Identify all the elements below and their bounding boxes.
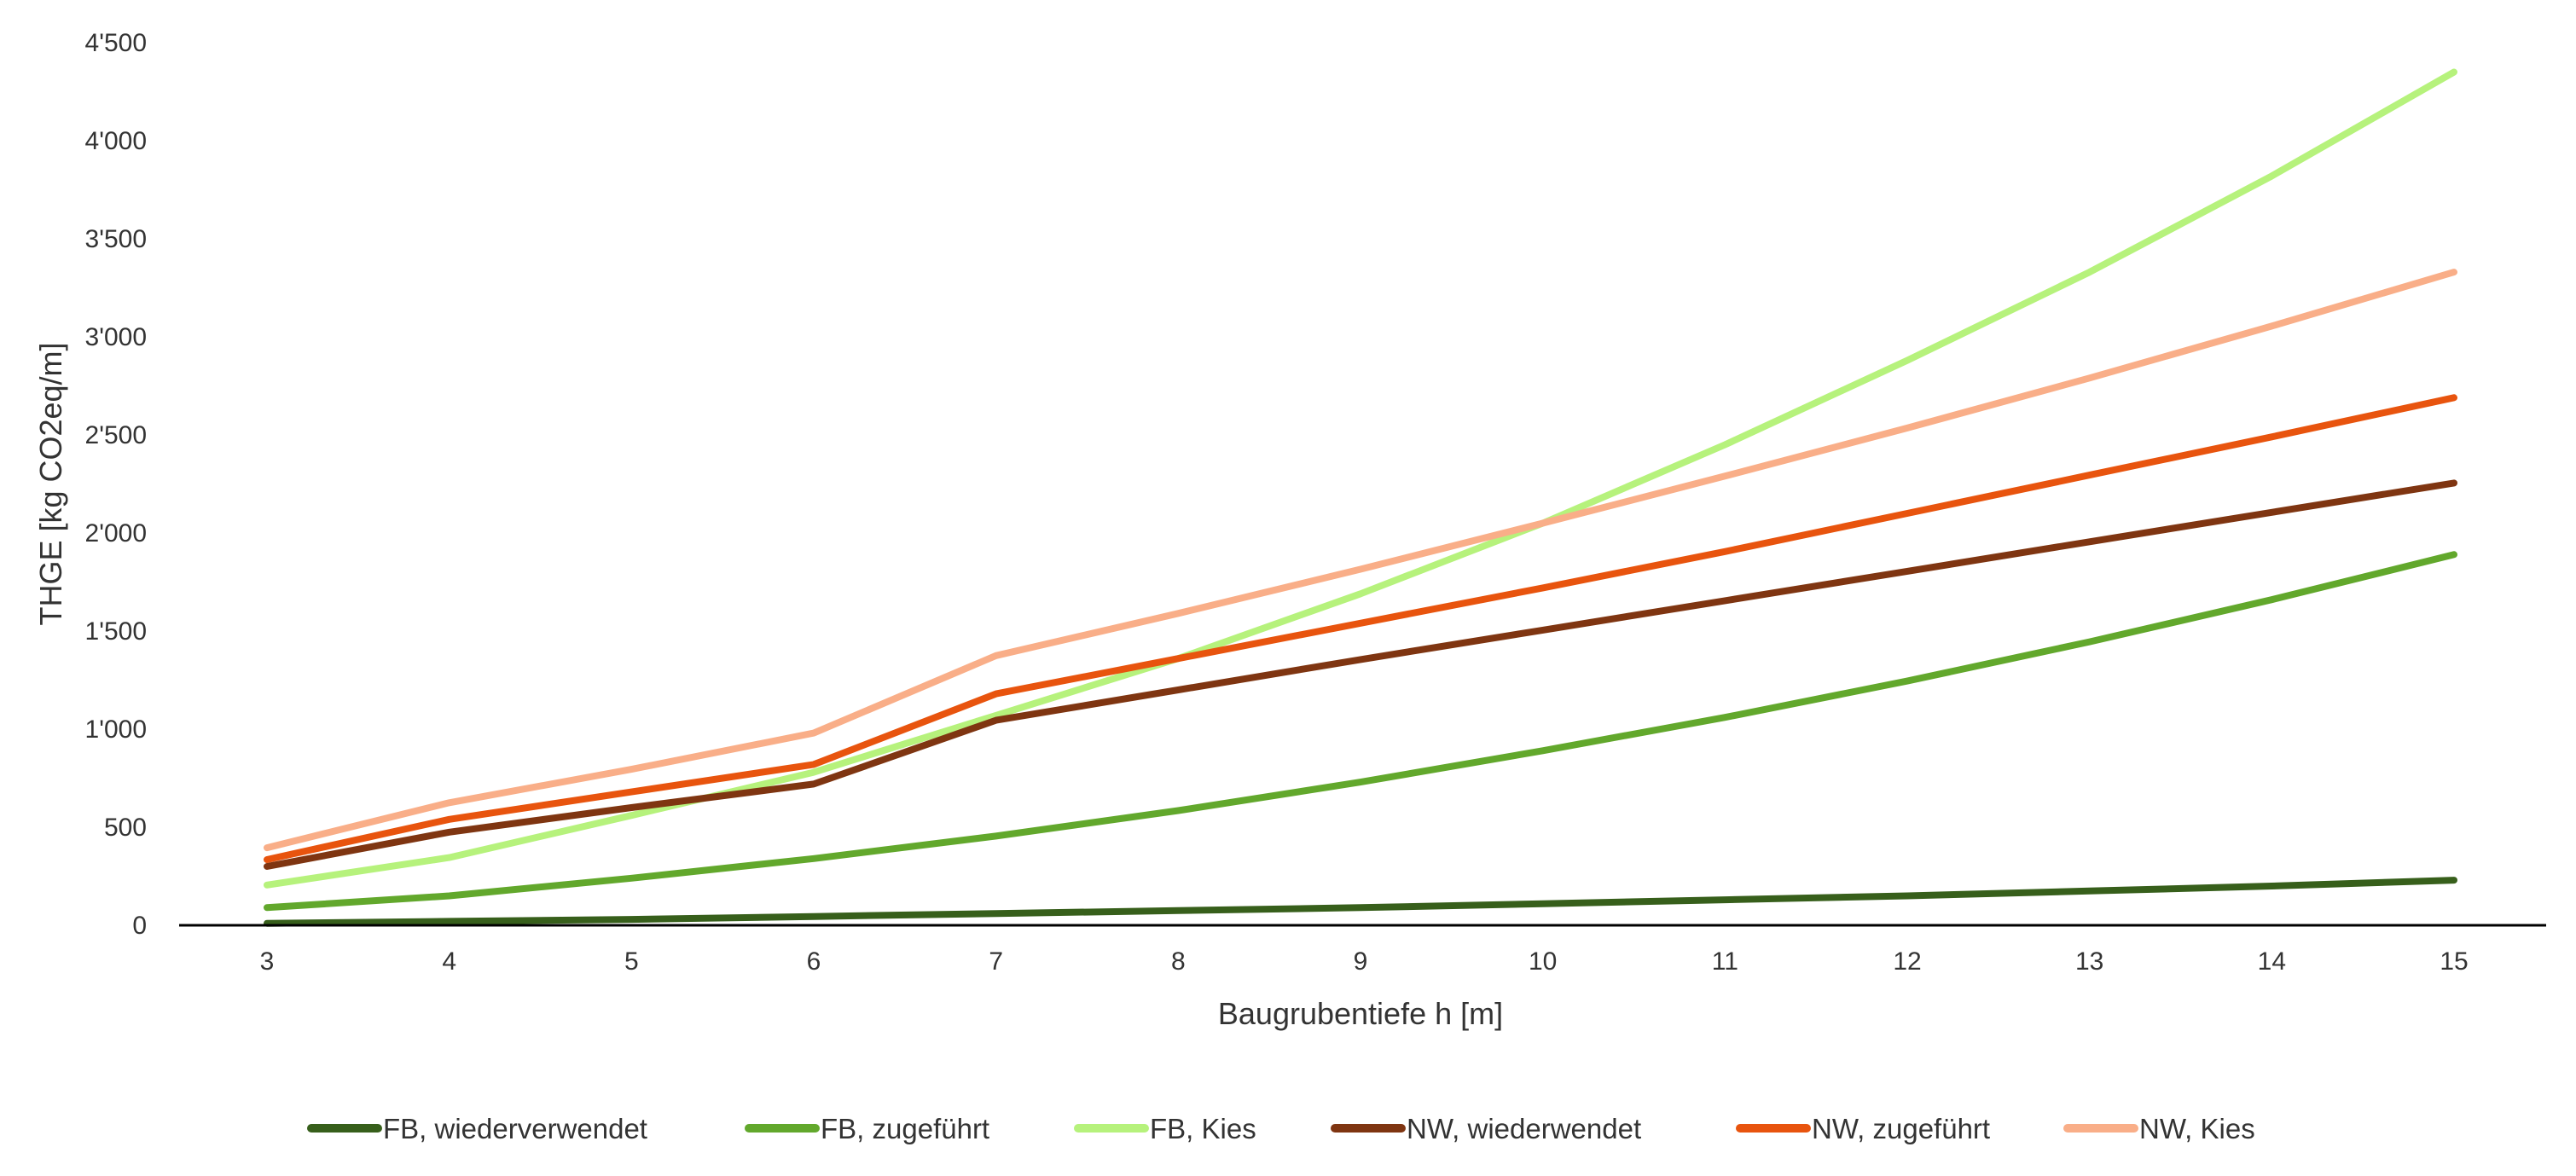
x-tick-label: 3 bbox=[260, 947, 275, 976]
x-tick-label: 12 bbox=[1893, 947, 1921, 976]
x-tick-label: 7 bbox=[989, 947, 1003, 976]
series-line-3 bbox=[264, 68, 2457, 889]
x-tick-label: 11 bbox=[1712, 947, 1738, 976]
legend-label-5: NW, zugeführt bbox=[1812, 1113, 1990, 1144]
x-tick-label: 10 bbox=[1529, 947, 1557, 976]
series-line-1 bbox=[264, 877, 2457, 927]
legend-label-3: FB, Kies bbox=[1150, 1113, 1256, 1144]
y-tick-label: 2'500 bbox=[85, 421, 147, 449]
y-tick-label: 3'500 bbox=[85, 225, 147, 253]
x-tick-label: 6 bbox=[807, 947, 821, 976]
y-tick-label: 1'500 bbox=[85, 617, 147, 646]
x-axis-title: Baugrubentiefe h [m] bbox=[1218, 996, 1503, 1031]
y-tick-label: 3'000 bbox=[85, 323, 147, 351]
series-line-2 bbox=[264, 551, 2457, 912]
legend: FB, wiederverwendet FB, zugeführt FB, Kies… bbox=[307, 1113, 2255, 1144]
series-line-6 bbox=[264, 269, 2457, 852]
x-tick-label: 5 bbox=[624, 947, 639, 976]
x-tick-label: 8 bbox=[1171, 947, 1186, 976]
series-line-4 bbox=[264, 479, 2457, 870]
x-tick-label: 4 bbox=[442, 947, 456, 976]
legend-label-4: NW, wiederwendet bbox=[1407, 1113, 1641, 1144]
y-tick-label: 4'500 bbox=[85, 29, 147, 57]
y-tick-label: 1'000 bbox=[85, 715, 147, 744]
y-axis-ticks: 0 500 1'000 1'500 2'000 2'500 3'000 3'500 4'000 4… bbox=[85, 29, 147, 940]
y-tick-label: 4'000 bbox=[85, 127, 147, 155]
y-tick-label: 0 bbox=[132, 912, 147, 940]
y-tick-label: 500 bbox=[104, 814, 147, 842]
x-tick-label: 9 bbox=[1354, 947, 1368, 976]
x-tick-label: 15 bbox=[2440, 947, 2468, 976]
legend-label-1: FB, wiederverwendet bbox=[383, 1113, 647, 1144]
x-tick-label: 14 bbox=[2258, 947, 2286, 976]
series-group bbox=[264, 68, 2457, 927]
y-tick-label: 2'000 bbox=[85, 519, 147, 547]
legend-label-2: FB, zugeführt bbox=[821, 1113, 989, 1144]
series-line-5 bbox=[264, 394, 2457, 863]
x-tick-label: 13 bbox=[2075, 947, 2103, 976]
legend-label-6: NW, Kies bbox=[2139, 1113, 2255, 1144]
y-axis-title: THGE [kg CO2eq/m] bbox=[33, 342, 68, 625]
x-axis-ticks: 3 4 5 6 7 8 9 10 11 12 13 14 15 bbox=[260, 947, 2469, 976]
